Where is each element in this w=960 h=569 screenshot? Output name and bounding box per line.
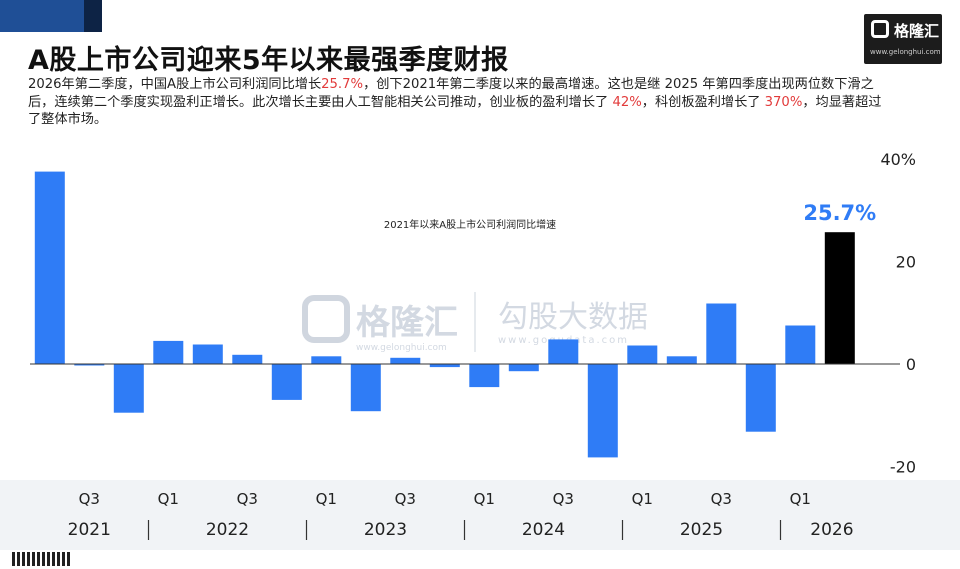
chart-title: 2021年以来A股上市公司利润同比增速 (384, 218, 556, 231)
logo-url: www.gelonghui.com (870, 48, 941, 56)
x-tick-label: Q1 (790, 490, 811, 508)
x-year-label: 2021 (68, 520, 111, 540)
x-year-label: 2025 (680, 520, 723, 540)
bar-2024Q4 (587, 364, 618, 458)
brand-logo: 格隆汇 www.gelonghui.com (864, 14, 942, 64)
top-accent-bar (0, 0, 84, 32)
bar-2021Q3 (74, 364, 105, 366)
logo-icon (871, 20, 889, 38)
bar-2021Q4 (113, 364, 144, 413)
highlight-value-label: 25.7% (803, 201, 876, 225)
x-year-label: 2022 (206, 520, 249, 540)
y-tick-label: -20 (890, 458, 916, 477)
y-axis-ticks: -20 0 20 40% (880, 150, 916, 477)
watermark-brand-url: www.gelonghui.com (356, 343, 447, 353)
x-year-label: 2024 (522, 520, 565, 540)
bar-2026Q2 (824, 232, 855, 364)
watermark: 格隆汇 www.gelonghui.com 勾股大数据 www.gogudata… (302, 292, 648, 353)
qr-code-strip (12, 552, 70, 566)
x-tick-label: Q3 (395, 490, 416, 508)
bar-2025Q1 (627, 345, 658, 364)
bar-2025Q3 (706, 303, 737, 364)
x-year-label: 2023 (364, 520, 407, 540)
summary-part-4: ，均显著超过了整体市场。 (28, 94, 882, 128)
bar-2022Q2 (192, 344, 223, 364)
summary-highlight-1: 25.7% (321, 77, 364, 92)
bar-2022Q3 (232, 354, 263, 364)
bar-2025Q2 (666, 356, 697, 364)
x-tick-label: Q3 (79, 490, 100, 508)
bar-2024Q2 (508, 364, 539, 372)
summary-highlight-2: 42% (612, 94, 642, 110)
x-tick-label: Q1 (632, 490, 653, 508)
y-tick-label: 0 (906, 355, 916, 374)
bar-2025Q4 (745, 364, 776, 432)
watermark-partner: 勾股大数据 (498, 300, 648, 335)
y-tick-label: 40% (880, 150, 916, 169)
x-tick-label: Q3 (553, 490, 574, 508)
x-tick-label: Q1 (316, 490, 337, 508)
bar-2022Q1 (153, 340, 184, 364)
bar-2026Q1 (785, 325, 816, 364)
x-axis-band (0, 480, 960, 550)
page-title: A股上市公司迎来5年以来最强季度财报 (28, 45, 509, 76)
bar-2022Q4 (271, 364, 302, 400)
top-accent-bar-dark (84, 0, 102, 32)
x-tick-label: Q1 (158, 490, 179, 508)
x-year-label: 2026 (810, 520, 853, 540)
watermark-logo-icon (302, 295, 350, 343)
summary-text: 2026年第二季度，中国A股上市公司利润同比增长25.7%，创下2021年第二季… (28, 76, 888, 129)
summary-part-2: ，创下2021年第二季度以来的最高增速。这也是继 2025 年第四季度出现两位数… (28, 77, 874, 110)
bar-2023Q3 (390, 357, 421, 364)
bar-2023Q1 (311, 356, 342, 364)
bars (34, 171, 855, 458)
bar-2021Q2 (34, 171, 65, 364)
bar-2023Q2 (350, 364, 381, 412)
summary-part-1: 2026年第二季度，中国A股上市公司利润同比增长 (28, 77, 322, 92)
bar-2024Q3 (548, 339, 579, 364)
y-tick-label: 20 (896, 252, 916, 271)
bar-2024Q1 (469, 364, 500, 388)
summary-highlight-3: 370% (764, 94, 803, 110)
logo-name: 格隆汇 (894, 22, 940, 40)
summary-part-3: ，科创板盈利增长了 (641, 94, 765, 110)
watermark-brand: 格隆汇 (356, 303, 458, 343)
x-tick-label: Q3 (237, 490, 258, 508)
x-axis: Q3 Q1 Q3 Q1 Q3 Q1 Q3 Q1 Q3 Q1 2021 2022 2023 2024 2025… (0, 480, 960, 550)
x-tick-label: Q1 (474, 490, 495, 508)
bar-2023Q4 (429, 364, 460, 368)
x-tick-label: Q3 (711, 490, 732, 508)
